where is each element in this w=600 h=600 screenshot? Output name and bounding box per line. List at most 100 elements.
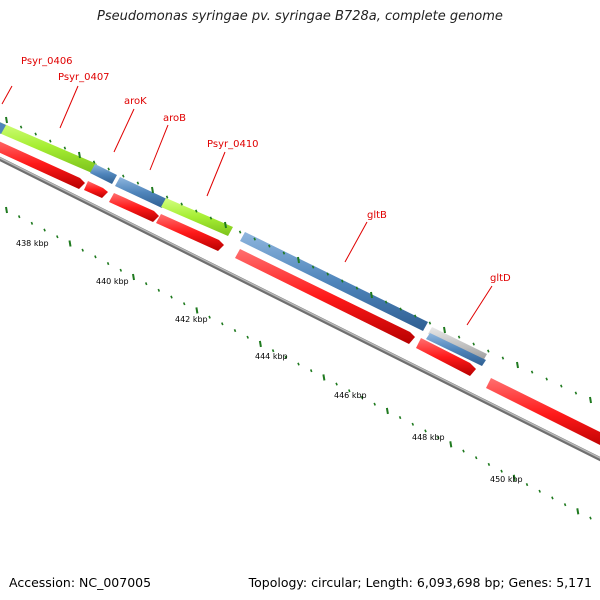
- minor-tick: [501, 356, 505, 360]
- inner-ticks: [5, 206, 592, 520]
- minor-tick: [81, 248, 84, 252]
- minor-tick: [209, 216, 213, 220]
- cog-block: [240, 232, 428, 331]
- minor-tick: [284, 355, 288, 359]
- minor-tick: [17, 215, 21, 219]
- gene-label-psyr-0410: Psyr_0410: [207, 139, 259, 150]
- major-tick: [516, 361, 519, 369]
- minor-tick: [157, 288, 161, 292]
- gene-label-psyr-0407: Psyr_0407: [58, 72, 110, 83]
- major-tick: [589, 396, 592, 404]
- cog-block: [90, 164, 117, 184]
- major-tick: [132, 273, 135, 281]
- cog-block: [161, 198, 233, 236]
- minor-tick: [94, 255, 97, 259]
- minor-tick: [326, 272, 329, 276]
- minor-tick: [122, 174, 125, 178]
- kbp-label-446: 446 kbp: [334, 391, 367, 400]
- leader-line: [466, 285, 493, 326]
- minor-tick: [574, 391, 578, 395]
- minor-tick: [355, 286, 359, 290]
- minor-tick: [63, 146, 67, 150]
- minor-tick: [233, 329, 237, 333]
- major-tick: [78, 151, 81, 159]
- minor-tick: [472, 342, 475, 346]
- minor-tick: [297, 362, 300, 366]
- leader-line: [59, 85, 79, 129]
- minor-tick: [563, 503, 567, 507]
- minor-tick: [551, 496, 554, 500]
- outer-ticks: [5, 116, 592, 404]
- genome-backbone: [0, 156, 600, 462]
- gene-label-arob: aroB: [163, 113, 186, 124]
- minor-tick: [428, 321, 432, 325]
- minor-tick: [49, 139, 52, 143]
- leader-line: [206, 151, 226, 197]
- kbp-label-450: 450 kbp: [490, 475, 523, 484]
- major-tick: [224, 221, 227, 229]
- major-tick: [5, 206, 8, 214]
- kbp-label-444: 444 kbp: [255, 352, 288, 361]
- minor-tick: [525, 483, 529, 487]
- minor-tick: [19, 125, 23, 129]
- minor-tick: [238, 230, 242, 234]
- minor-tick: [414, 314, 417, 318]
- gene-label-arok: aroK: [124, 96, 147, 107]
- minor-tick: [165, 195, 169, 199]
- minor-tick: [106, 262, 110, 266]
- minor-tick: [384, 300, 388, 304]
- cds-arrow: [84, 181, 108, 198]
- major-tick: [443, 326, 446, 334]
- kbp-label-442: 442 kbp: [175, 315, 208, 324]
- cog-block: [0, 122, 6, 134]
- major-tick: [258, 340, 262, 348]
- minor-tick: [360, 395, 364, 399]
- cds-track: [0, 141, 600, 445]
- minor-tick: [246, 335, 249, 339]
- kbp-label-438: 438 kbp: [16, 239, 49, 248]
- minor-tick: [462, 449, 465, 453]
- minor-tick: [309, 369, 313, 373]
- kbp-label-448: 448 kbp: [412, 433, 445, 442]
- minor-tick: [530, 370, 534, 374]
- major-tick: [322, 374, 326, 381]
- minor-tick: [271, 349, 275, 353]
- minor-tick: [92, 160, 96, 164]
- minor-tick: [208, 315, 211, 319]
- gene-label-gltd: gltD: [490, 273, 511, 284]
- minor-tick: [136, 181, 140, 185]
- gene-label-leaders: [1, 85, 493, 326]
- minor-tick: [589, 516, 592, 520]
- minor-tick: [180, 202, 183, 206]
- minor-tick: [341, 279, 344, 283]
- major-tick: [151, 186, 154, 194]
- major-tick: [385, 407, 389, 415]
- cds-arrow: [416, 338, 476, 376]
- leader-line: [149, 124, 169, 171]
- minor-tick: [474, 456, 478, 460]
- minor-tick: [182, 302, 186, 306]
- minor-tick: [107, 167, 110, 171]
- minor-tick: [335, 382, 338, 386]
- cog-block: [426, 333, 486, 366]
- minor-tick: [411, 422, 415, 426]
- cog-block: [428, 327, 487, 361]
- map-title: Pseudomonas syringae pv. syringae B728a,…: [97, 9, 503, 24]
- minor-tick: [56, 235, 59, 239]
- minor-tick: [424, 429, 427, 433]
- accession-text: Accession: NC_007005: [9, 575, 152, 590]
- cds-arrow: [486, 378, 600, 445]
- major-tick: [68, 240, 72, 247]
- cog-track: [0, 122, 487, 366]
- major-tick: [576, 508, 580, 515]
- gene-label-psyr-0406: Psyr_0406: [21, 56, 73, 67]
- gene-label-gltb: gltB: [367, 210, 387, 221]
- major-tick: [195, 307, 199, 314]
- major-tick: [449, 441, 453, 448]
- major-tick: [370, 291, 373, 299]
- cds-arrow: [109, 193, 159, 222]
- minor-tick: [457, 335, 461, 339]
- minor-tick: [195, 209, 198, 213]
